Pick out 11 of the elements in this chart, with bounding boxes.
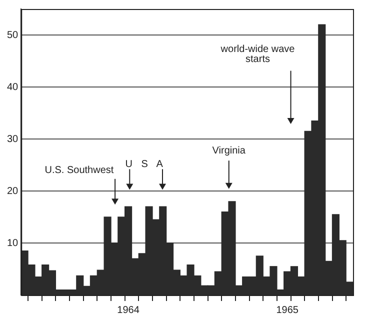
y-tick-label: 30 <box>7 134 19 145</box>
annotation: U.S. Southwest <box>44 165 114 176</box>
annotation: world-wide wave starts <box>220 44 296 65</box>
y-tick-label: 40 <box>7 82 19 93</box>
x-tick-label: 1965 <box>276 304 299 316</box>
x-tick-label: 1964 <box>117 304 140 316</box>
annotation: Virginia <box>212 145 246 156</box>
annotation: U S A <box>125 159 166 170</box>
y-tick-label: 10 <box>7 238 19 249</box>
y-tick-label: 20 <box>7 186 19 197</box>
y-tick-label: 50 <box>7 30 19 41</box>
